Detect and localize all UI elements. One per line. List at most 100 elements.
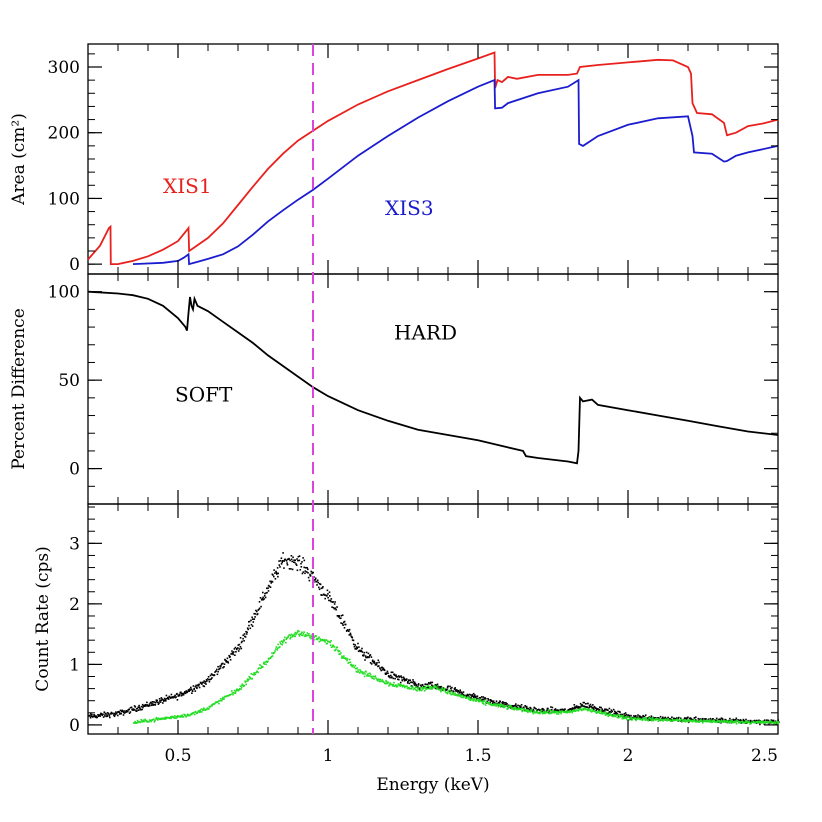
count-rate-point — [353, 666, 356, 669]
count-rate-point — [290, 568, 292, 570]
count-rate-point — [600, 712, 602, 715]
count-rate-point — [294, 635, 296, 638]
count-rate-point — [231, 690, 233, 692]
count-rate-point — [608, 707, 611, 710]
count-rate-point — [448, 689, 450, 692]
count-rate-point — [378, 665, 380, 667]
count-rate-point — [263, 663, 266, 665]
count-rate-point — [137, 721, 140, 723]
count-rate-point — [251, 677, 253, 680]
count-rate-point — [123, 710, 125, 712]
count-rate-point — [225, 659, 228, 662]
count-rate-point — [525, 710, 528, 713]
count-rate-point — [436, 683, 439, 686]
count-rate-point — [182, 693, 185, 695]
count-rate-point — [378, 680, 381, 683]
count-rate-point — [377, 679, 379, 682]
count-rate-point — [437, 685, 440, 688]
count-rate-point — [220, 665, 222, 667]
count-rate-point — [477, 699, 479, 701]
count-rate-point — [604, 708, 606, 710]
count-rate-point — [180, 691, 182, 694]
count-rate-point — [419, 689, 421, 692]
count-rate-point — [278, 560, 280, 562]
count-rate-point — [680, 717, 682, 720]
count-rate-point — [605, 711, 607, 714]
count-rate-point — [458, 690, 460, 693]
count-rate-point — [671, 720, 673, 722]
count-rate-point — [249, 676, 251, 679]
count-rate-point — [132, 709, 134, 711]
count-rate-point — [643, 716, 646, 718]
count-rate-point — [231, 652, 233, 655]
count-rate-point — [313, 579, 316, 581]
count-rate-point — [704, 720, 706, 723]
count-rate-point — [367, 672, 369, 675]
count-rate-point — [619, 716, 621, 718]
count-rate-point — [750, 721, 753, 723]
count-rate-point — [302, 632, 305, 635]
count-rate-point — [503, 701, 505, 704]
count-rate-point — [590, 711, 593, 713]
count-rate-point — [303, 631, 305, 633]
count-rate-point — [582, 701, 585, 704]
count-rate-point — [309, 636, 311, 639]
count-rate-point — [376, 678, 378, 681]
count-rate-point — [384, 682, 387, 685]
count-rate-point — [630, 718, 632, 720]
count-rate-point — [581, 705, 584, 707]
count-rate-point — [575, 705, 578, 707]
count-rate-point — [181, 716, 183, 718]
count-rate-point — [479, 697, 481, 699]
count-rate-point — [232, 693, 234, 696]
count-rate-point — [767, 719, 770, 722]
count-rate-point — [348, 634, 351, 636]
count-rate-point — [304, 572, 306, 575]
count-rate-point — [345, 658, 347, 660]
count-rate-point — [320, 594, 322, 596]
count-rate-point — [546, 711, 549, 714]
count-rate-point — [627, 714, 630, 717]
count-rate-point — [139, 721, 142, 724]
count-rate-point — [142, 720, 144, 722]
count-rate-point — [336, 606, 338, 608]
x-axis-title: Energy (keV) — [376, 775, 489, 795]
count-rate-point — [482, 696, 485, 698]
count-rate-point — [341, 622, 344, 625]
count-rate-point — [426, 688, 428, 690]
count-rate-point — [497, 705, 500, 708]
count-rate-point — [203, 707, 205, 709]
count-rate-point — [421, 683, 424, 686]
count-rate-point — [621, 716, 624, 719]
count-rate-point — [182, 716, 185, 718]
count-rate-point — [363, 651, 366, 654]
count-rate-point — [739, 720, 741, 722]
count-rate-point — [550, 712, 552, 714]
count-rate-point — [242, 634, 244, 637]
count-rate-point — [599, 712, 601, 714]
count-rate-point — [700, 719, 702, 721]
count-rate-point — [378, 661, 380, 664]
count-rate-point — [524, 705, 526, 707]
count-rate-point — [532, 708, 535, 711]
count-rate-point — [255, 671, 258, 674]
count-rate-point — [307, 568, 309, 571]
count-rate-point — [196, 686, 198, 689]
count-rate-point — [293, 635, 295, 637]
count-rate-point — [245, 630, 247, 633]
count-rate-point — [290, 633, 293, 636]
count-rate-point — [558, 711, 560, 714]
count-rate-point — [721, 718, 724, 720]
count-rate-point — [585, 706, 588, 708]
count-rate-point — [540, 709, 542, 712]
count-rate-point — [320, 638, 322, 641]
count-rate-point — [583, 701, 585, 704]
count-rate-point — [221, 699, 223, 702]
count-rate-point — [237, 650, 240, 652]
count-rate-point — [175, 696, 177, 698]
count-rate-point — [653, 718, 656, 721]
count-rate-point — [459, 689, 461, 691]
count-rate-point — [491, 700, 494, 703]
count-rate-point — [431, 687, 434, 690]
count-rate-point — [190, 688, 193, 691]
